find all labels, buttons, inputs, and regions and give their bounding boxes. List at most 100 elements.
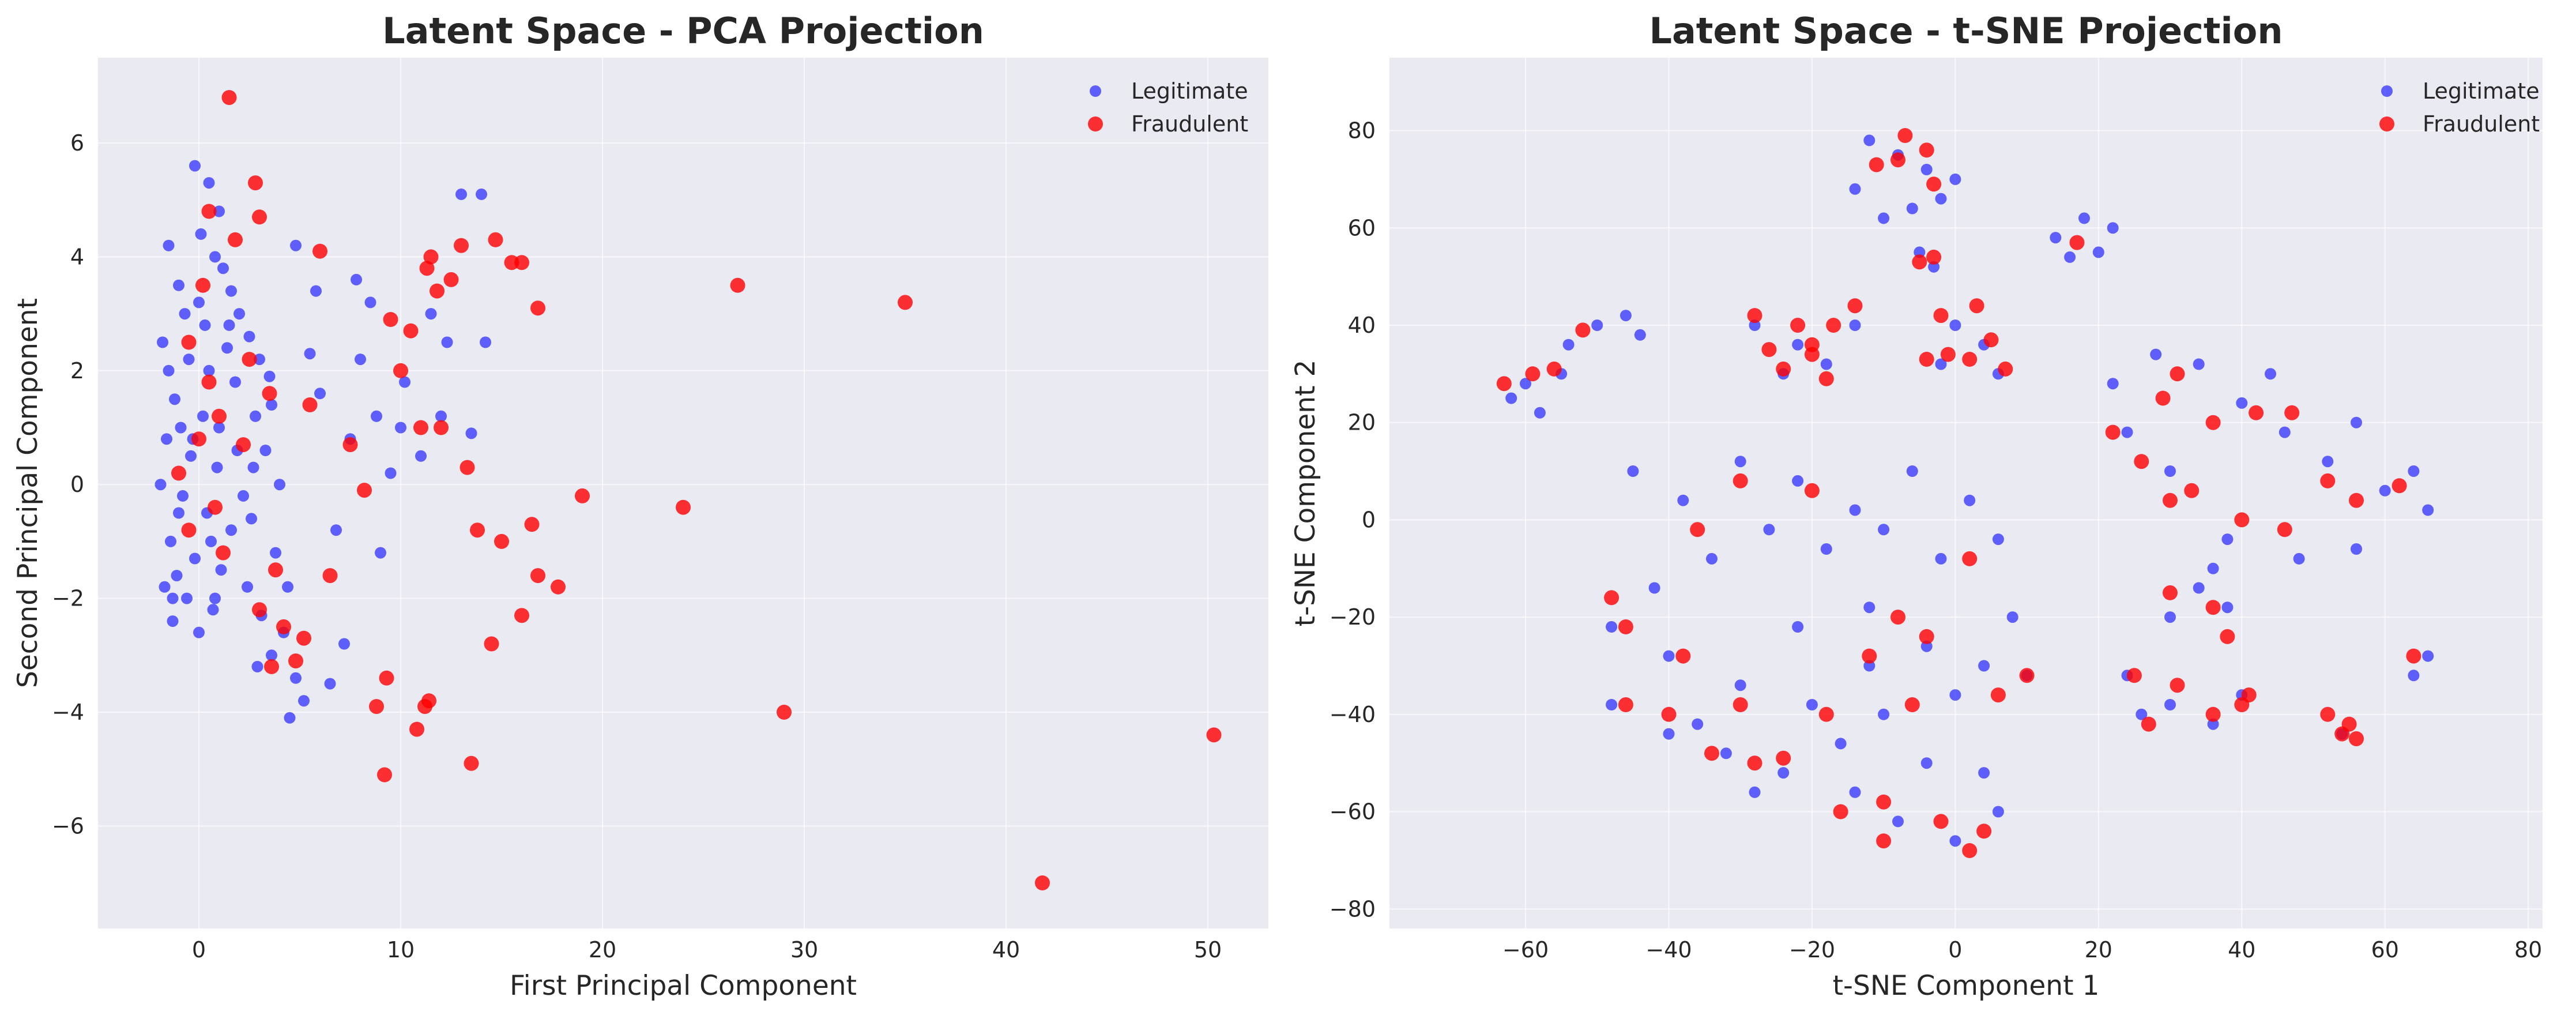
- tsne-point-fraudulent: [1525, 366, 1541, 382]
- pca-point-fraudulent: [302, 397, 318, 412]
- tsne-point-legitimate: [2422, 504, 2434, 516]
- pca-point-fraudulent: [262, 386, 277, 401]
- pca-point-fraudulent: [377, 767, 392, 783]
- pca-chart-title: Latent Space - PCA Projection: [382, 10, 984, 52]
- pca-point-legitimate: [330, 524, 342, 536]
- pca-point-legitimate: [441, 336, 453, 348]
- tsne-point-fraudulent: [2277, 522, 2292, 537]
- tsne-point-fraudulent: [1833, 804, 1848, 819]
- tsne-point-legitimate: [2265, 368, 2276, 380]
- tsne-point-legitimate: [1820, 358, 1832, 370]
- tsne-point-fraudulent: [1747, 755, 1762, 771]
- tsne-point-legitimate: [2150, 348, 2162, 360]
- pca-point-legitimate: [242, 581, 253, 593]
- pca-point-legitimate: [167, 592, 179, 604]
- tsne-point-fraudulent: [1604, 590, 1620, 606]
- pca-point-legitimate: [197, 410, 209, 422]
- tsne-point-fraudulent: [1976, 824, 1992, 839]
- tsne-y-tick-label: 60: [1348, 215, 1376, 240]
- pca-point-legitimate: [209, 592, 221, 604]
- tsne-point-legitimate: [1849, 786, 1861, 798]
- pca-point-legitimate: [263, 370, 276, 382]
- tsne-point-legitimate: [2121, 426, 2133, 438]
- tsne-point-legitimate: [1806, 699, 1818, 710]
- pca-point-fraudulent: [443, 272, 459, 287]
- tsne-point-legitimate: [2078, 212, 2090, 224]
- pca-point-legitimate: [314, 388, 326, 400]
- pca-y-tick-label: 4: [70, 244, 84, 269]
- tsne-point-fraudulent: [1904, 697, 1920, 712]
- tsne-point-legitimate: [1863, 134, 1875, 146]
- pca-point-fraudulent: [357, 483, 372, 498]
- tsne-point-fraudulent: [2349, 492, 2364, 508]
- pca-y-axis-label: Second Principal Component: [12, 298, 44, 688]
- tsne-point-fraudulent: [1962, 843, 1978, 858]
- tsne-point-fraudulent: [2205, 706, 2221, 722]
- pca-point-legitimate: [189, 160, 201, 172]
- pca-point-fraudulent: [221, 90, 237, 106]
- pca-point-legitimate: [455, 188, 467, 200]
- tsne-x-axis-label: t-SNE Component 1: [1833, 970, 2100, 1002]
- tsne-point-fraudulent: [2334, 726, 2350, 742]
- pca-point-fraudulent: [181, 522, 197, 538]
- pca-point-legitimate: [274, 479, 285, 491]
- pca-point-legitimate: [290, 239, 302, 251]
- tsne-point-fraudulent: [2069, 235, 2085, 250]
- tsne-plot-area: [1389, 58, 2543, 928]
- tsne-x-tick-label: 20: [2085, 937, 2112, 962]
- pca-point-fraudulent: [212, 408, 227, 424]
- tsne-point-fraudulent: [2249, 405, 2264, 420]
- tsne-point-legitimate: [2422, 650, 2434, 662]
- pca-point-legitimate: [221, 342, 233, 354]
- tsne-point-legitimate: [1978, 767, 1990, 779]
- pca-point-fraudulent: [898, 295, 913, 310]
- pca-point-legitimate: [195, 228, 207, 240]
- tsne-x-tick-label: −60: [1502, 937, 1549, 962]
- pca-point-legitimate: [223, 319, 235, 331]
- pca-point-legitimate: [171, 570, 183, 582]
- pca-point-legitimate: [217, 262, 229, 275]
- pca-point-legitimate: [375, 547, 386, 559]
- tsne-y-tick-label: 40: [1348, 313, 1376, 338]
- pca-x-tick-label: 10: [387, 937, 415, 962]
- tsne-point-legitimate: [2279, 426, 2291, 438]
- tsne-point-fraudulent: [1704, 746, 1719, 761]
- tsne-point-legitimate: [2236, 397, 2248, 409]
- tsne-point-fraudulent: [2406, 648, 2421, 664]
- tsne-point-fraudulent: [2392, 478, 2407, 494]
- pca-point-fraudulent: [1035, 875, 1050, 890]
- tsne-point-legitimate: [1634, 329, 1646, 341]
- tsne-point-legitimate: [1792, 339, 1804, 351]
- pca-point-fraudulent: [551, 579, 566, 595]
- pca-y-tick-label: −2: [52, 586, 84, 611]
- pca-point-legitimate: [169, 393, 180, 405]
- pca-point-legitimate: [243, 330, 255, 343]
- pca-point-fraudulent: [322, 568, 338, 584]
- tsne-point-fraudulent: [1618, 619, 1633, 634]
- pca-legend-label-legitimate: Legitimate: [1131, 78, 1248, 104]
- pca-x-tick-label: 50: [1194, 937, 1222, 962]
- tsne-point-legitimate: [1978, 660, 1990, 672]
- pca-point-fraudulent: [171, 465, 186, 481]
- pca-point-fraudulent: [730, 277, 745, 293]
- pca-point-legitimate: [193, 296, 205, 309]
- tsne-point-legitimate: [2107, 222, 2119, 234]
- tsne-point-fraudulent: [1940, 347, 1956, 362]
- pca-point-legitimate: [238, 490, 249, 502]
- pca-point-legitimate: [203, 177, 215, 189]
- tsne-point-fraudulent: [1926, 176, 1942, 192]
- pca-point-fraudulent: [288, 653, 303, 669]
- tsne-point-fraudulent: [2320, 473, 2336, 488]
- pca-point-fraudulent: [228, 232, 243, 247]
- tsne-point-legitimate: [1920, 164, 1933, 175]
- tsne-point-fraudulent: [1919, 352, 1934, 367]
- pca-point-legitimate: [425, 308, 437, 320]
- tsne-point-fraudulent: [1826, 318, 1841, 333]
- tsne-point-fraudulent: [2163, 585, 2178, 600]
- tsne-point-legitimate: [2064, 251, 2076, 263]
- pca-point-legitimate: [324, 678, 336, 690]
- tsne-point-legitimate: [2164, 699, 2176, 710]
- tsne-point-fraudulent: [1897, 128, 1913, 143]
- tsne-point-legitimate: [1906, 465, 1918, 477]
- pca-point-fraudulent: [216, 545, 231, 561]
